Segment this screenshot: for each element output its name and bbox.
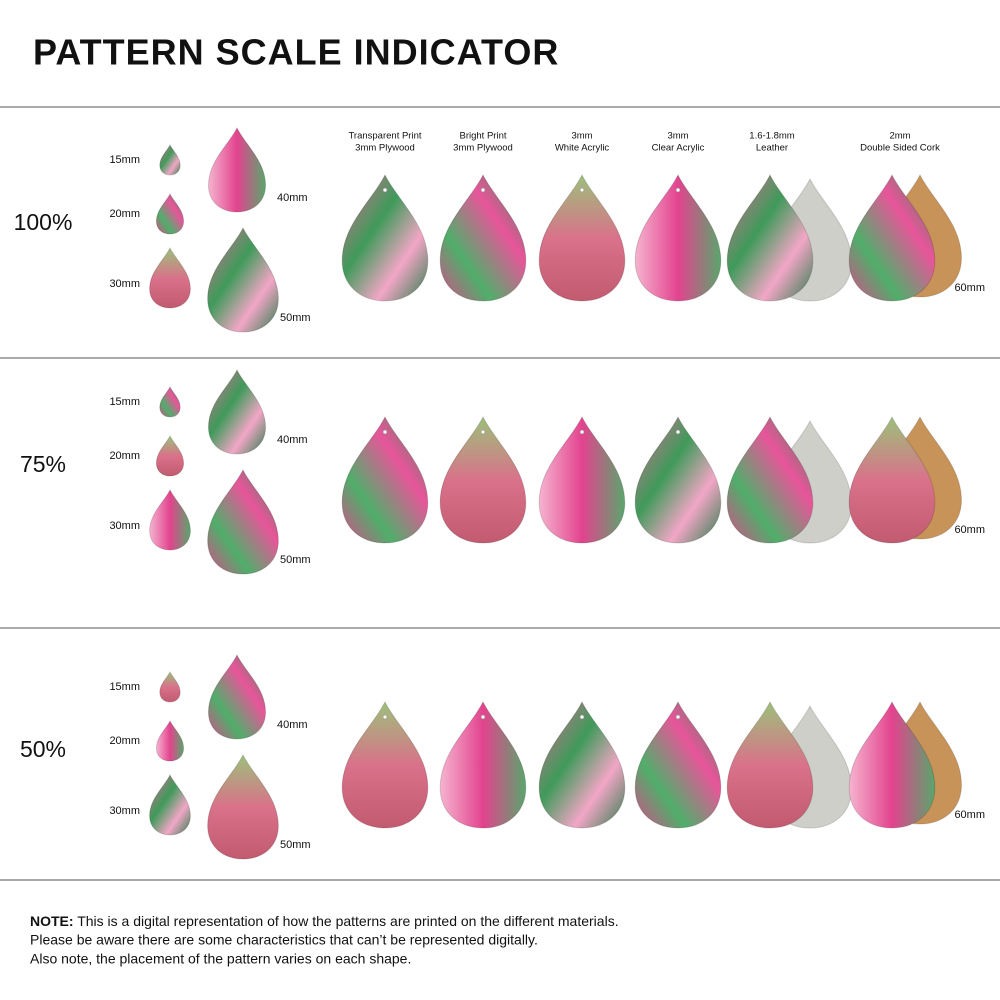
size-sample <box>207 226 279 333</box>
material-sample <box>341 173 429 302</box>
size-sample <box>149 488 191 551</box>
note-text: Please be aware there are some character… <box>30 932 538 948</box>
size-label: 30mm <box>109 805 140 817</box>
size-sample <box>159 385 181 418</box>
hole <box>675 714 681 720</box>
hole <box>579 714 585 720</box>
size-label: 40mm <box>277 719 308 731</box>
material-sample <box>848 700 936 829</box>
size-label: 20mm <box>109 735 140 747</box>
size-sample <box>149 773 191 836</box>
size-sample <box>207 653 267 740</box>
material-header: 1.6-1.8mm <box>749 131 794 142</box>
size-label: 60mm <box>954 524 985 536</box>
size-label: 50mm <box>280 554 311 566</box>
page-title: PATTERN SCALE INDICATOR <box>33 32 559 73</box>
hole <box>675 187 681 193</box>
hole <box>382 714 388 720</box>
material-header: 3mm <box>667 131 688 142</box>
size-label: 20mm <box>109 208 140 220</box>
size-sample <box>155 192 185 235</box>
scale-label: 75% <box>20 451 66 477</box>
material-header: Double Sided Cork <box>860 143 940 154</box>
note-text: This is a digital representation of how … <box>77 913 618 929</box>
hole <box>675 429 681 435</box>
material-sample <box>726 700 814 829</box>
size-label: 40mm <box>277 192 308 204</box>
material-sample <box>726 415 814 544</box>
size-sample <box>149 246 191 309</box>
size-label: 40mm <box>277 434 308 446</box>
scale-label: 50% <box>20 736 66 762</box>
hole <box>382 187 388 193</box>
material-header: 3mm <box>571 131 592 142</box>
size-sample <box>159 670 181 703</box>
size-sample <box>207 753 279 860</box>
hole <box>579 429 585 435</box>
size-sample <box>155 434 185 477</box>
material-sample <box>341 700 429 829</box>
material-sample <box>848 173 936 302</box>
material-sample <box>538 173 626 302</box>
size-label: 60mm <box>954 282 985 294</box>
hole <box>480 714 486 720</box>
note-label: NOTE: <box>30 913 74 929</box>
material-sample <box>439 700 527 829</box>
material-header: Transparent Print <box>348 131 421 142</box>
material-sample <box>538 700 626 829</box>
size-sample <box>207 368 267 455</box>
hole <box>480 429 486 435</box>
material-header: White Acrylic <box>555 143 610 154</box>
hole <box>480 187 486 193</box>
scale-label: 100% <box>14 209 73 235</box>
size-label: 60mm <box>954 809 985 821</box>
material-sample <box>848 415 936 544</box>
size-label: 15mm <box>109 396 140 408</box>
size-label: 50mm <box>280 839 311 851</box>
size-sample <box>207 468 279 575</box>
material-header: 3mm Plywood <box>355 143 415 154</box>
size-sample <box>207 126 267 213</box>
note: NOTE: This is a digital representation o… <box>30 913 619 929</box>
material-header: Leather <box>756 143 788 154</box>
size-label: 50mm <box>280 312 311 324</box>
material-sample <box>538 415 626 544</box>
material-sample <box>341 415 429 544</box>
size-label: 20mm <box>109 450 140 462</box>
hole <box>382 429 388 435</box>
size-sample <box>159 143 181 176</box>
material-sample <box>439 173 527 302</box>
material-header: 3mm Plywood <box>453 143 513 154</box>
material-sample <box>634 415 722 544</box>
material-sample <box>726 173 814 302</box>
hole <box>579 187 585 193</box>
material-header: 2mm <box>889 131 910 142</box>
size-sample <box>155 719 185 762</box>
size-label: 30mm <box>109 520 140 532</box>
material-sample <box>634 700 722 829</box>
material-sample <box>634 173 722 302</box>
size-label: 30mm <box>109 278 140 290</box>
size-label: 15mm <box>109 681 140 693</box>
note-text: Also note, the placement of the pattern … <box>30 951 411 967</box>
material-sample <box>439 415 527 544</box>
material-header: Clear Acrylic <box>652 143 705 154</box>
material-header: Bright Print <box>460 131 507 142</box>
size-label: 15mm <box>109 154 140 166</box>
